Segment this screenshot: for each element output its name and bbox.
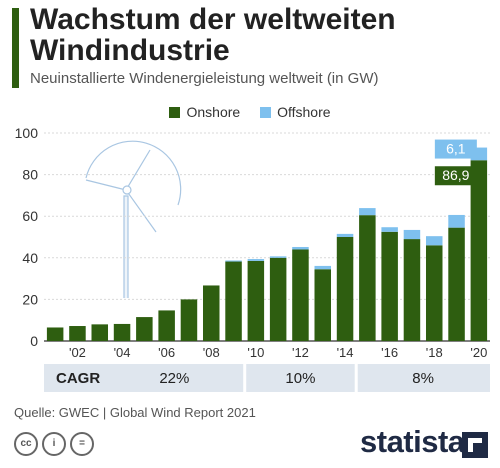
bar-offshore (225, 260, 242, 262)
legend-item-onshore: Onshore (169, 104, 240, 120)
bar-offshore (448, 214, 465, 228)
bar-onshore (46, 327, 64, 341)
bar-onshore (470, 160, 488, 341)
legend-label-onshore: Onshore (186, 104, 241, 120)
title-accent-bar (12, 8, 19, 88)
bar-onshore (269, 257, 287, 341)
y-tick-label: 0 (30, 333, 38, 349)
by-icon: i (42, 432, 66, 456)
cagr-value: 10% (285, 370, 315, 387)
bar-onshore (425, 245, 443, 341)
bar-onshore (403, 239, 421, 341)
chart-subtitle: Neuinstallierte Windenergieleistung welt… (30, 70, 379, 87)
x-tick-label: '10 (247, 345, 264, 360)
x-tick-label: '04 (114, 345, 131, 360)
bar-offshore (336, 233, 354, 237)
bar-onshore (180, 299, 198, 341)
x-tick-label: '12 (292, 345, 309, 360)
cagr-value: 22% (159, 370, 189, 387)
x-tick-label: '20 (470, 345, 487, 360)
legend: Onshore Offshore (0, 104, 500, 120)
legend-label-offshore: Offshore (277, 104, 331, 120)
y-tick-label: 80 (22, 167, 38, 183)
bar-onshore (91, 324, 109, 341)
legend-swatch-offshore (260, 107, 272, 118)
bar-offshore (359, 208, 376, 216)
nd-icon: = (70, 432, 94, 456)
bar-onshore (136, 317, 153, 341)
bar-offshore (292, 246, 309, 250)
legend-swatch-onshore (169, 107, 181, 118)
bar-onshore (225, 261, 242, 341)
legend-item-offshore: Offshore (260, 104, 331, 120)
x-tick-label: '02 (69, 345, 86, 360)
bar-offshore (269, 256, 287, 258)
bar-onshore (336, 237, 354, 341)
data-label-onshore: 86,9 (442, 167, 469, 183)
x-tick-label: '18 (426, 345, 443, 360)
cagr-label: CAGR (56, 370, 100, 387)
x-tick-label: '08 (203, 345, 220, 360)
data-label-box-onshore (434, 166, 477, 186)
bar-onshore (158, 310, 175, 341)
bar-onshore (448, 227, 465, 341)
y-tick-label: 20 (22, 291, 38, 307)
bar-onshore (381, 231, 398, 341)
bar-onshore (292, 249, 309, 341)
bar-onshore (69, 326, 86, 341)
cagr-value: 8% (412, 370, 434, 387)
x-tick-label: '14 (337, 345, 354, 360)
bar-offshore (381, 227, 398, 232)
bar-onshore (247, 260, 265, 341)
statista-logo-mark (462, 432, 488, 458)
cc-icon: cc (14, 432, 38, 456)
source-note: Quelle: GWEC | Global Wind Report 2021 (14, 405, 256, 420)
y-tick-label: 40 (22, 250, 38, 266)
data-label-offshore: 6,1 (446, 141, 466, 157)
bar-onshore (359, 215, 376, 341)
x-tick-label: '06 (158, 345, 175, 360)
wind-turbine-illustration (85, 140, 182, 298)
bar-onshore (113, 323, 131, 341)
bar-offshore (247, 259, 265, 261)
x-tick-label: '16 (381, 345, 398, 360)
y-tick-label: 60 (22, 208, 38, 224)
data-label-box-offshore (434, 139, 477, 159)
statista-logo: statista (360, 424, 465, 459)
license-icons: cc i = (14, 432, 94, 456)
bar-onshore (202, 285, 220, 341)
y-tick-label: 100 (15, 125, 39, 141)
bar-offshore (314, 265, 332, 270)
bar-onshore (314, 269, 332, 341)
bar-offshore (403, 229, 421, 240)
chart-title: Wachstum der weltweiten Windindustrie (30, 3, 396, 67)
bar-offshore (425, 236, 443, 246)
cagr-band (44, 364, 490, 392)
